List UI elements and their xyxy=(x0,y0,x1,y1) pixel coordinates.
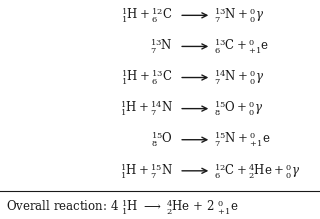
Text: $^{13}_{7}\mathrm{N}$: $^{13}_{7}\mathrm{N}$ xyxy=(150,37,173,56)
Text: $^{13}_{7}\mathrm{N} + {^{0}_{0}\gamma}$: $^{13}_{7}\mathrm{N} + {^{0}_{0}\gamma}$ xyxy=(214,6,265,25)
Text: $^{14}_{7}\mathrm{N} + {^{0}_{0}\gamma}$: $^{14}_{7}\mathrm{N} + {^{0}_{0}\gamma}$ xyxy=(214,68,265,87)
Text: $^{12}_{6}\mathrm{C} + {^{4}_{2}\mathrm{He}} + {^{0}_{0}\gamma}$: $^{12}_{6}\mathrm{C} + {^{4}_{2}\mathrm{… xyxy=(214,161,300,180)
Text: $^{1}_{1}\mathrm{H} + {^{15}_{7}\mathrm{N}}$: $^{1}_{1}\mathrm{H} + {^{15}_{7}\mathrm{… xyxy=(120,161,173,180)
Text: $^{1}_{1}\mathrm{H} + {^{14}_{7}\mathrm{N}}$: $^{1}_{1}\mathrm{H} + {^{14}_{7}\mathrm{… xyxy=(120,99,173,118)
Text: $^{1}_{1}\mathrm{H} + {^{13}_{6}\mathrm{C}}$: $^{1}_{1}\mathrm{H} + {^{13}_{6}\mathrm{… xyxy=(121,68,173,87)
Text: $^{15}_{7}\mathrm{N} + {^{0}_{+1}\mathrm{e}}$: $^{15}_{7}\mathrm{N} + {^{0}_{+1}\mathrm… xyxy=(214,130,271,149)
Text: $^{1}_{1}\mathrm{H} + {^{12}_{6}\mathrm{C}}$: $^{1}_{1}\mathrm{H} + {^{12}_{6}\mathrm{… xyxy=(121,6,173,25)
Text: $^{15}_{8}\mathrm{O} + {^{0}_{0}\gamma}$: $^{15}_{8}\mathrm{O} + {^{0}_{0}\gamma}$ xyxy=(214,99,264,118)
Text: $^{15}_{8}\mathrm{O}$: $^{15}_{8}\mathrm{O}$ xyxy=(151,130,173,149)
Text: $^{13}_{6}\mathrm{C} + {^{0}_{+1}\mathrm{e}}$: $^{13}_{6}\mathrm{C} + {^{0}_{+1}\mathrm… xyxy=(214,37,270,56)
Text: Overall reaction: 4 $^{1}_{1}\mathrm{H}$ $\longrightarrow$ $^{4}_{2}\mathrm{He}$: Overall reaction: 4 $^{1}_{1}\mathrm{H}$… xyxy=(6,197,239,217)
